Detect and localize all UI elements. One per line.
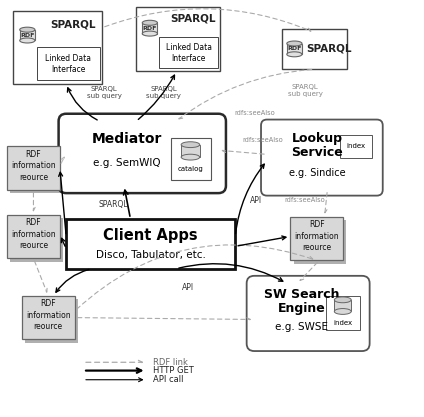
Text: RDF: RDF [287, 46, 301, 51]
Text: index: index [346, 143, 365, 149]
Text: SPARQL
sub query: SPARQL sub query [287, 83, 322, 97]
FancyBboxPatch shape [282, 28, 347, 69]
FancyBboxPatch shape [261, 120, 383, 196]
Ellipse shape [334, 309, 351, 314]
FancyBboxPatch shape [59, 114, 226, 193]
Polygon shape [181, 145, 200, 157]
FancyBboxPatch shape [293, 220, 346, 264]
FancyBboxPatch shape [290, 217, 343, 261]
Text: API: API [182, 283, 194, 292]
Text: catalog: catalog [178, 166, 204, 172]
Text: SW Search: SW Search [264, 288, 340, 301]
FancyBboxPatch shape [14, 11, 102, 84]
FancyBboxPatch shape [159, 37, 218, 68]
Text: RDF
information
reource: RDF information reource [294, 221, 339, 252]
Text: RDF
information
reource: RDF information reource [11, 150, 56, 182]
Text: RDF
information
reource: RDF information reource [11, 219, 56, 250]
Text: Linked Data
Interface: Linked Data Interface [166, 43, 212, 63]
Ellipse shape [181, 154, 200, 160]
Text: Linked Data
Interface: Linked Data Interface [45, 54, 91, 74]
Text: SPARQL
sub query: SPARQL sub query [87, 85, 122, 99]
Ellipse shape [142, 20, 157, 25]
FancyBboxPatch shape [7, 146, 60, 190]
FancyBboxPatch shape [136, 7, 220, 71]
Ellipse shape [20, 27, 35, 32]
Text: rdfs:seeAlso: rdfs:seeAlso [234, 110, 275, 116]
Text: e.g. SWSE: e.g. SWSE [275, 322, 328, 332]
Text: HTTP GET: HTTP GET [153, 366, 194, 375]
Text: RDF
information
reource: RDF information reource [26, 299, 70, 332]
Ellipse shape [20, 38, 35, 43]
Text: Engine: Engine [278, 302, 326, 315]
Text: RDF: RDF [20, 33, 34, 38]
Text: index: index [333, 320, 352, 326]
Text: Disco, Tabulator, etc.: Disco, Tabulator, etc. [96, 250, 206, 260]
FancyBboxPatch shape [7, 215, 60, 259]
Text: API call: API call [153, 375, 183, 384]
Text: Service: Service [292, 146, 343, 159]
Text: SPARQL
sub query: SPARQL sub query [146, 85, 181, 99]
FancyBboxPatch shape [22, 296, 75, 339]
Text: SPARQL: SPARQL [50, 19, 95, 29]
FancyBboxPatch shape [247, 276, 370, 351]
Text: rdfs:seeAlso: rdfs:seeAlso [243, 137, 283, 143]
Polygon shape [142, 23, 157, 34]
FancyBboxPatch shape [170, 138, 211, 180]
Text: e.g. Sindice: e.g. Sindice [289, 168, 346, 178]
FancyBboxPatch shape [11, 149, 63, 193]
Text: Mediator: Mediator [92, 132, 162, 146]
FancyBboxPatch shape [326, 296, 360, 330]
FancyBboxPatch shape [11, 218, 63, 262]
Text: API: API [250, 196, 262, 205]
Ellipse shape [334, 297, 351, 303]
Ellipse shape [287, 41, 302, 46]
Text: RDF: RDF [143, 26, 157, 31]
FancyBboxPatch shape [340, 135, 372, 158]
Text: SPARQL: SPARQL [170, 13, 216, 23]
Polygon shape [287, 43, 302, 54]
Text: rdfs:seeAlso: rdfs:seeAlso [285, 197, 325, 203]
Text: Client Apps: Client Apps [103, 228, 198, 243]
Text: RDF link: RDF link [153, 358, 188, 367]
Text: Lookup: Lookup [292, 132, 343, 145]
FancyBboxPatch shape [66, 219, 235, 269]
FancyBboxPatch shape [25, 299, 78, 343]
Text: e.g. SemWIQ: e.g. SemWIQ [93, 158, 161, 168]
Ellipse shape [287, 52, 302, 57]
Polygon shape [334, 300, 351, 311]
Polygon shape [20, 30, 35, 40]
Ellipse shape [181, 142, 200, 148]
Text: SPARQL: SPARQL [306, 44, 351, 54]
Text: SPARQL: SPARQL [99, 201, 128, 209]
FancyBboxPatch shape [36, 47, 100, 80]
Ellipse shape [142, 31, 157, 36]
